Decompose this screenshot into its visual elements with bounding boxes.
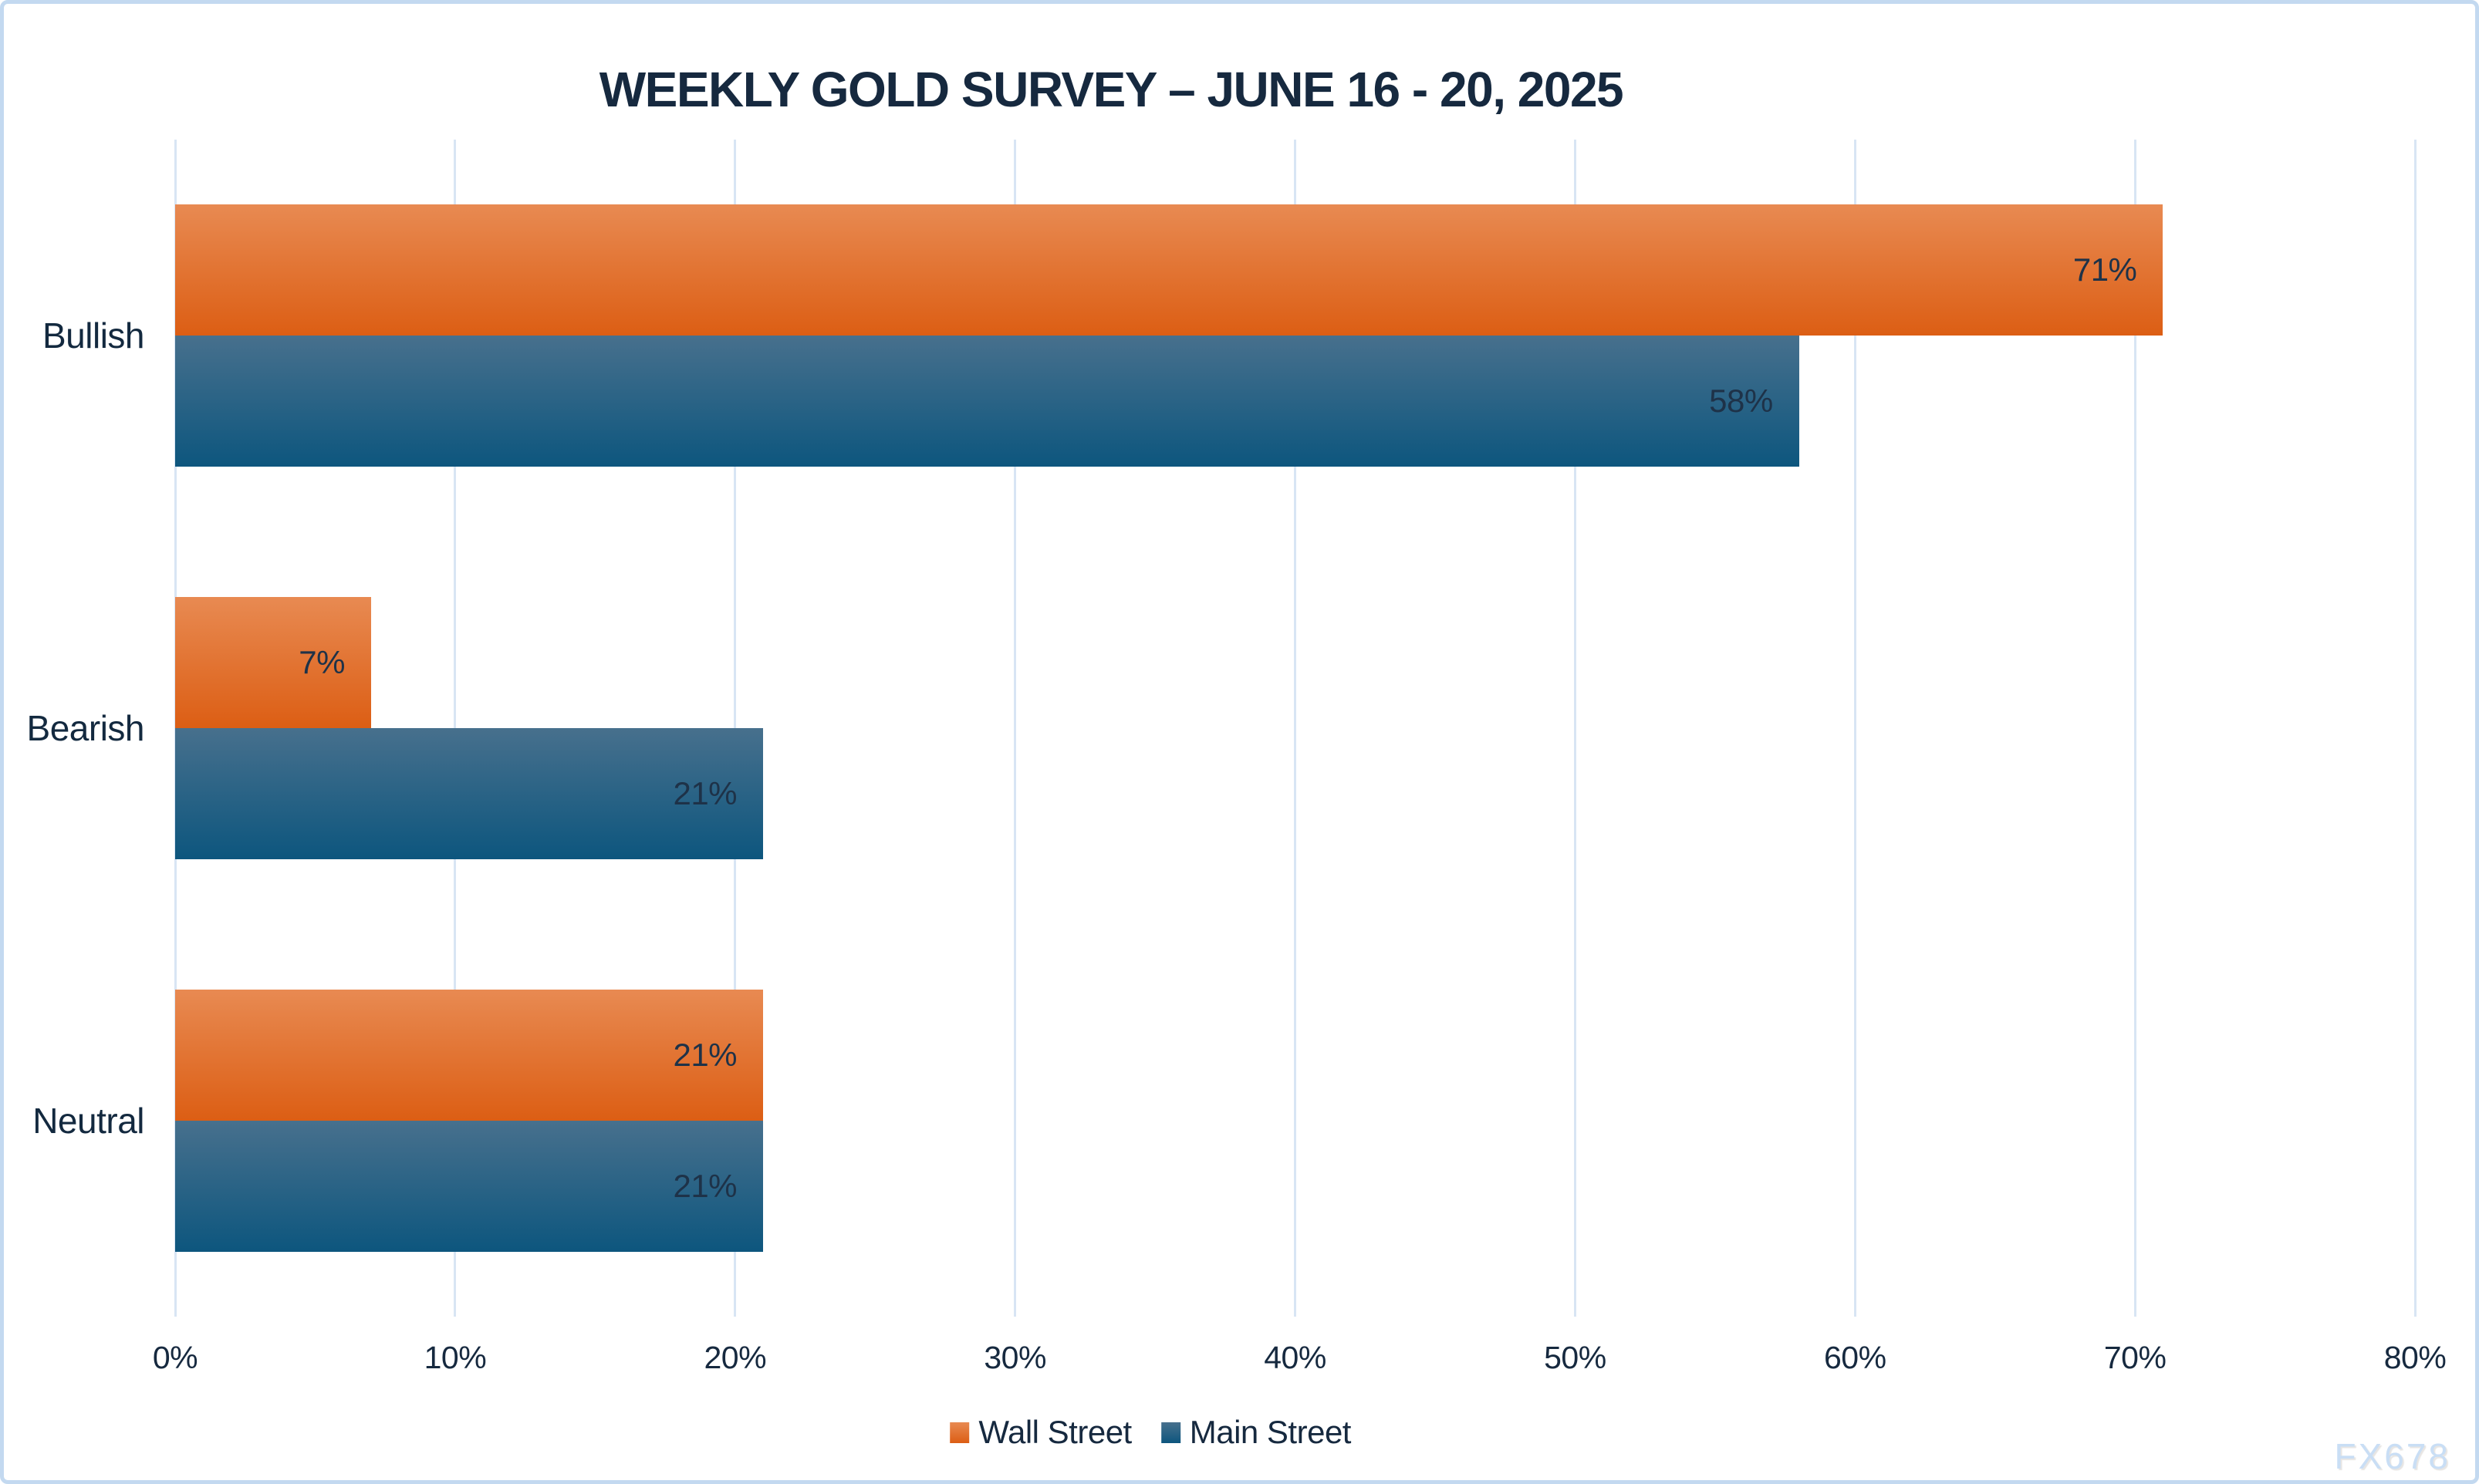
main-street-swatch-icon <box>1160 1422 1180 1443</box>
bar-neutral-main-street: 21% <box>175 1120 764 1252</box>
x-tick-label: 50% <box>1544 1340 1606 1375</box>
gridline <box>1014 140 1017 1317</box>
x-tick-label: 10% <box>424 1340 487 1375</box>
gridline <box>1853 140 1856 1317</box>
gridline <box>1573 140 1576 1317</box>
bar-neutral-wall-street: 21% <box>175 989 764 1121</box>
x-tick-label: 60% <box>1823 1340 1886 1375</box>
bar-bearish-wall-street: 7% <box>175 597 371 728</box>
bar-value-label: 71% <box>2072 251 2137 288</box>
bar-bullish-main-street: 58% <box>175 336 1799 467</box>
category-label-neutral: Neutral <box>32 1100 144 1141</box>
bar-value-label: 21% <box>673 1036 738 1073</box>
x-tick-label: 40% <box>1264 1340 1326 1375</box>
bar-value-label: 58% <box>1709 383 1773 420</box>
gridline <box>2133 140 2136 1317</box>
legend: Wall Street Main Street <box>950 1414 1351 1451</box>
x-tick-label: 20% <box>704 1340 767 1375</box>
category-label-bearish: Bearish <box>26 708 145 748</box>
category-label-bullish: Bullish <box>42 315 145 356</box>
wall-street-swatch-icon <box>950 1422 970 1443</box>
gridline <box>1294 140 1296 1317</box>
bar-bullish-wall-street: 71% <box>175 204 2163 336</box>
gridline <box>2413 140 2417 1317</box>
x-tick-label: 0% <box>152 1340 198 1375</box>
bar-value-label: 21% <box>673 1167 738 1204</box>
legend-label-wall-street: Wall Street <box>978 1414 1132 1450</box>
plot-area: 71% 58% 7% 21% 21% 21% <box>174 140 2417 1317</box>
bar-bearish-main-street: 21% <box>175 728 764 859</box>
legend-item-wall-street: Wall Street <box>950 1414 1132 1451</box>
bar-value-label: 21% <box>673 775 738 811</box>
x-tick-label: 80% <box>2383 1340 2447 1375</box>
x-tick-label: 30% <box>984 1340 1046 1375</box>
legend-item-main-street: Main Street <box>1160 1414 1352 1451</box>
x-tick-label: 70% <box>2103 1340 2167 1375</box>
bar-value-label: 7% <box>299 644 345 680</box>
watermark: FX678 <box>2334 1436 2450 1476</box>
chart-title: WEEKLY GOLD SURVEY – JUNE 16 - 20, 2025 <box>599 62 1624 117</box>
legend-label-main-street: Main Street <box>1189 1414 1352 1450</box>
